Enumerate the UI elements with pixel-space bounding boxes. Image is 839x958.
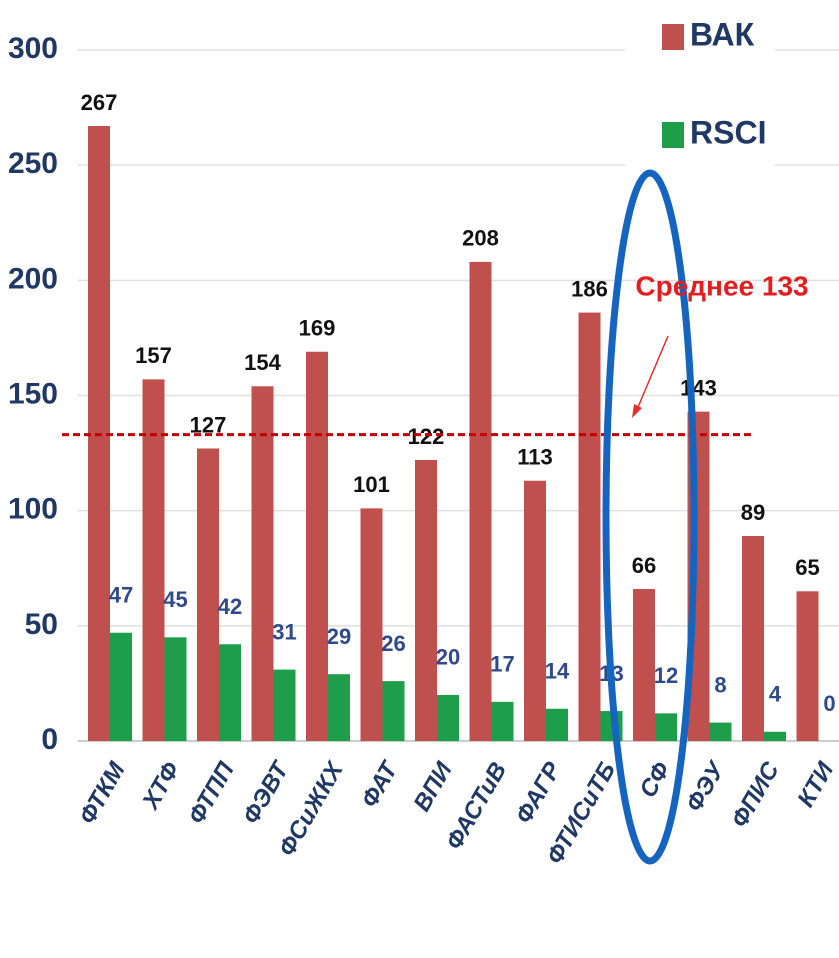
value-label: 4 xyxy=(769,682,782,707)
x-tick-label: ФЭВТ xyxy=(238,756,296,829)
value-label: 65 xyxy=(795,555,819,580)
bar xyxy=(382,681,405,741)
y-tick-label: 300 xyxy=(8,32,58,65)
value-label: 157 xyxy=(135,343,172,368)
y-tick-label: 100 xyxy=(8,493,58,526)
bar xyxy=(415,459,437,741)
y-tick-label: 0 xyxy=(41,723,58,756)
bar xyxy=(546,708,568,741)
value-label: 154 xyxy=(244,350,281,375)
y-tick-label: 200 xyxy=(8,262,58,295)
legend-swatch xyxy=(662,24,684,50)
value-label: 169 xyxy=(299,316,336,341)
value-label: 267 xyxy=(81,90,118,115)
marks: 267 47 ФТКМ 157 45 ХТФ 127 42 ФТПП 154 31 ФЭВТ 169 29… xyxy=(62,90,839,869)
bar xyxy=(742,536,764,741)
y-tick-label: 150 xyxy=(8,377,58,410)
value-label: 45 xyxy=(163,587,187,612)
legend-label: RSCI xyxy=(690,114,766,150)
bar xyxy=(437,694,459,741)
value-label: 31 xyxy=(272,619,296,644)
bar xyxy=(164,637,187,741)
bar xyxy=(142,379,165,741)
bar xyxy=(360,508,383,741)
value-label: 12 xyxy=(654,663,678,688)
value-label: 47 xyxy=(109,583,133,608)
legend-swatch xyxy=(662,122,684,148)
arrow-head xyxy=(632,404,642,418)
value-label: 101 xyxy=(353,472,390,497)
value-label: 20 xyxy=(436,645,460,670)
bar xyxy=(764,731,786,741)
x-tick-label: ХТФ xyxy=(136,757,185,815)
y-tick-label: 50 xyxy=(25,608,58,641)
bar xyxy=(197,448,219,741)
bar xyxy=(328,674,350,741)
bar xyxy=(796,591,819,741)
bar xyxy=(709,722,732,741)
bar xyxy=(655,713,677,741)
value-label: 17 xyxy=(490,652,514,677)
legend-label: ВАК xyxy=(690,16,755,52)
x-tick-label: ФТПП xyxy=(183,757,240,829)
value-label: 122 xyxy=(408,424,445,449)
legend-box xyxy=(625,0,775,170)
bar xyxy=(491,701,514,741)
value-label: 8 xyxy=(714,672,726,697)
bar xyxy=(273,669,296,741)
x-tick-label: ФТКМ xyxy=(74,757,131,829)
bar xyxy=(251,386,274,741)
bar xyxy=(469,261,492,741)
highlight-ellipse xyxy=(602,169,698,865)
y-tick-label: 250 xyxy=(8,147,58,180)
x-tick-label: ВПИ xyxy=(408,757,458,816)
value-label: 0 xyxy=(823,691,835,716)
value-label: 208 xyxy=(462,226,499,251)
value-label: 186 xyxy=(571,276,608,301)
bar xyxy=(306,351,328,741)
value-label: 26 xyxy=(381,631,405,656)
value-label: 113 xyxy=(517,445,553,470)
x-tick-label: КТИ xyxy=(792,757,839,812)
bar xyxy=(219,644,241,741)
x-tick-label: ФАГР xyxy=(510,757,567,828)
bar xyxy=(633,588,655,741)
value-label: 89 xyxy=(741,500,765,525)
x-tick-label: ФЭУ xyxy=(681,756,731,816)
bar xyxy=(110,632,132,741)
x-tick-label: ФАТ xyxy=(356,756,404,813)
value-label: 42 xyxy=(218,594,242,619)
annotation: Среднее 133 xyxy=(635,270,808,301)
bar xyxy=(578,312,601,741)
value-label: 66 xyxy=(632,553,656,578)
value-label: 127 xyxy=(190,412,227,437)
x-tick-label: СФ xyxy=(634,757,676,802)
bar xyxy=(524,480,546,741)
value-label: 143 xyxy=(680,375,717,400)
annotation-arrow xyxy=(635,335,669,413)
x-tick-label: ФПИС xyxy=(726,757,785,832)
value-label: 29 xyxy=(327,624,351,649)
value-label: 14 xyxy=(545,659,570,684)
